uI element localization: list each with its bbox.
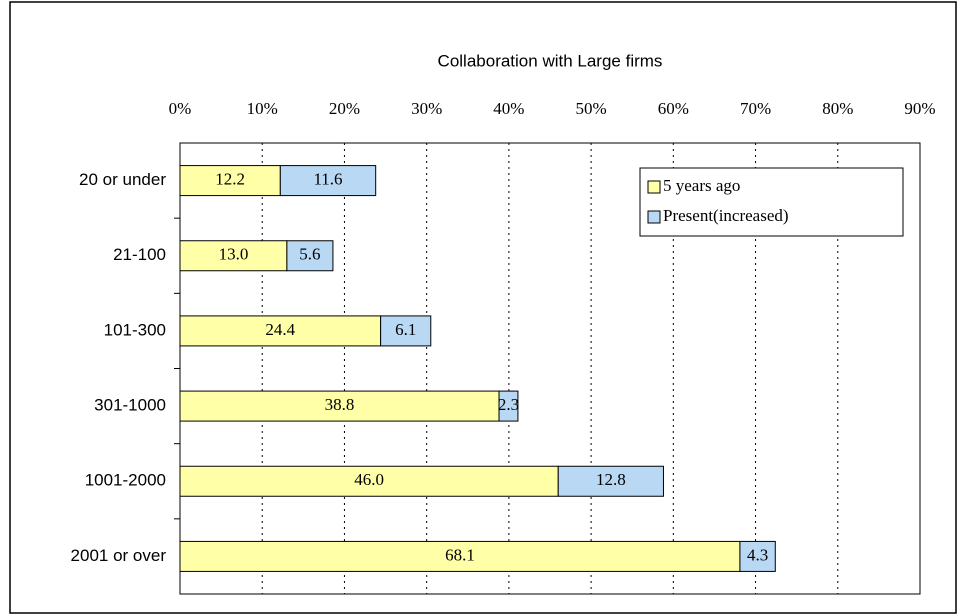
x-tick-label: 30% bbox=[411, 99, 442, 118]
x-tick-label: 20% bbox=[329, 99, 360, 118]
y-tick-label: 2001 or over bbox=[71, 546, 167, 565]
legend-label: 5 years ago bbox=[663, 176, 740, 195]
legend-box bbox=[639, 167, 904, 237]
x-tick-label: 50% bbox=[576, 99, 607, 118]
legend-swatch bbox=[647, 180, 661, 194]
data-label: 4.3 bbox=[747, 545, 768, 564]
bar-segment bbox=[739, 540, 776, 572]
x-tick-label: 40% bbox=[493, 99, 524, 118]
bar-segment bbox=[179, 540, 741, 572]
bar-segment bbox=[557, 465, 664, 497]
data-label: 46.0 bbox=[354, 470, 384, 489]
y-tick-label: 301-1000 bbox=[94, 396, 166, 415]
y-tick-label: 1001-2000 bbox=[85, 471, 166, 490]
x-tick-label: 0% bbox=[169, 99, 192, 118]
bar-segment bbox=[179, 240, 288, 272]
y-tick-label: 21-100 bbox=[113, 245, 166, 264]
bar-segment bbox=[179, 390, 500, 422]
data-label: 2.3 bbox=[498, 395, 519, 414]
data-label: 6.1 bbox=[395, 320, 416, 339]
data-label: 12.2 bbox=[215, 169, 245, 188]
data-label: 68.1 bbox=[445, 545, 475, 564]
data-label: 5.6 bbox=[299, 245, 320, 264]
y-tick-label: 101-300 bbox=[104, 320, 166, 339]
x-tick-label: 60% bbox=[658, 99, 689, 118]
bar-segment bbox=[179, 315, 382, 347]
bar-segment bbox=[498, 390, 519, 422]
data-label: 38.8 bbox=[325, 395, 355, 414]
x-tick-label: 90% bbox=[904, 99, 935, 118]
x-tick-label: 70% bbox=[740, 99, 771, 118]
x-tick-label: 80% bbox=[822, 99, 853, 118]
legend-label: Present(increased) bbox=[663, 206, 789, 225]
data-label: 11.6 bbox=[313, 169, 342, 188]
y-tick-label: 20 or under bbox=[79, 170, 166, 189]
data-label: 13.0 bbox=[219, 245, 249, 264]
x-tick-label: 10% bbox=[247, 99, 278, 118]
data-label: 12.8 bbox=[596, 470, 626, 489]
legend-swatch bbox=[647, 210, 661, 224]
chart-title: Collaboration with Large firms bbox=[438, 51, 663, 70]
bar-segment bbox=[279, 165, 377, 197]
bar-segment bbox=[380, 315, 432, 347]
data-label: 24.4 bbox=[265, 320, 295, 339]
bar-segment bbox=[286, 240, 334, 272]
bar-segment bbox=[179, 165, 281, 197]
